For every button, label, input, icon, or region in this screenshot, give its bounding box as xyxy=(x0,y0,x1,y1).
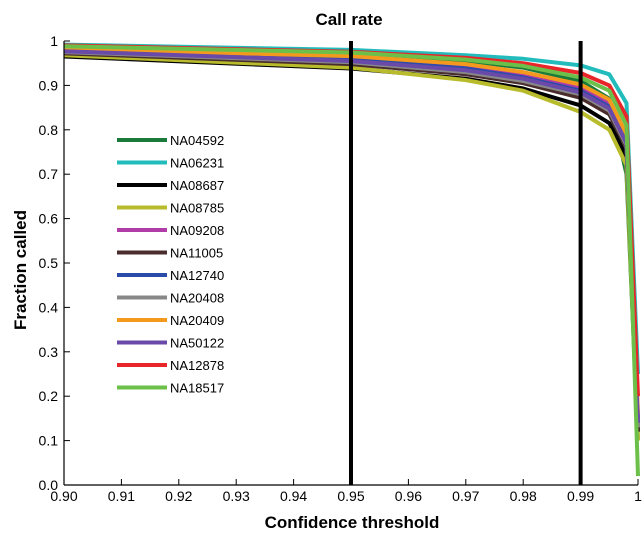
series-line-na20409 xyxy=(63,47,640,415)
series-line-na08785 xyxy=(63,53,640,441)
legend-label: NA50122 xyxy=(170,336,224,351)
legend-label: NA11005 xyxy=(170,246,223,261)
x-tick-label: 0.92 xyxy=(165,488,192,504)
series-layer xyxy=(63,42,640,477)
x-tick-label: 0.99 xyxy=(567,488,594,504)
y-tick-label: 0.2 xyxy=(39,388,59,404)
y-axis-label: Fraction called xyxy=(11,210,30,330)
chart-title: Call rate xyxy=(315,10,382,29)
y-tick-label: 0.8 xyxy=(39,122,59,138)
axes: 0.90 0.91 0.92 0.93 0.94 0.95 0.96 0.97 0.98 0.99… xyxy=(39,33,643,504)
y-tick-label: 0.3 xyxy=(39,344,59,360)
y-tick-label: 0.9 xyxy=(39,77,59,93)
x-axis-label: Confidence threshold xyxy=(265,513,440,532)
legend-label: NA12878 xyxy=(170,358,224,373)
x-tick-label: 0.98 xyxy=(510,488,537,504)
x-tick-label: 0.90 xyxy=(50,488,77,504)
y-tick-label: 0.7 xyxy=(39,166,59,182)
y-tick-label: 0.5 xyxy=(39,255,59,271)
legend-label: NA20409 xyxy=(170,313,224,328)
y-tick-label: 0.0 xyxy=(39,477,59,493)
x-tick-label: 0.94 xyxy=(280,488,307,504)
x-tick-label: 0.96 xyxy=(395,488,422,504)
series-line-na18517 xyxy=(63,44,640,477)
legend-label: NA18517 xyxy=(170,381,224,396)
legend-label: NA08687 xyxy=(170,178,224,193)
legend-label: NA08785 xyxy=(170,201,224,216)
legend-label: NA06231 xyxy=(170,156,224,171)
legend-label: NA09208 xyxy=(170,223,224,238)
threshold-lines xyxy=(349,41,583,485)
legend-label: NA04592 xyxy=(170,133,224,148)
legend: NA04592 NA06231 NA08687 NA08785 NA09208 NA110… xyxy=(117,133,224,396)
legend-label: NA12740 xyxy=(170,268,224,283)
y-tick-label: 1 xyxy=(50,33,58,49)
x-tick-label: 0.95 xyxy=(337,488,364,504)
y-tick-label: 0.6 xyxy=(39,211,59,227)
x-tick-label: 0.91 xyxy=(108,488,135,504)
series-line-na50122 xyxy=(63,49,640,423)
x-tick-label: 0.93 xyxy=(223,488,250,504)
legend-label: NA20408 xyxy=(170,291,224,306)
x-tick-label: 0.97 xyxy=(452,488,479,504)
x-tick-label: 1 xyxy=(634,488,642,504)
y-tick-label: 0.1 xyxy=(39,433,59,449)
y-tick-label: 0.4 xyxy=(39,299,59,315)
